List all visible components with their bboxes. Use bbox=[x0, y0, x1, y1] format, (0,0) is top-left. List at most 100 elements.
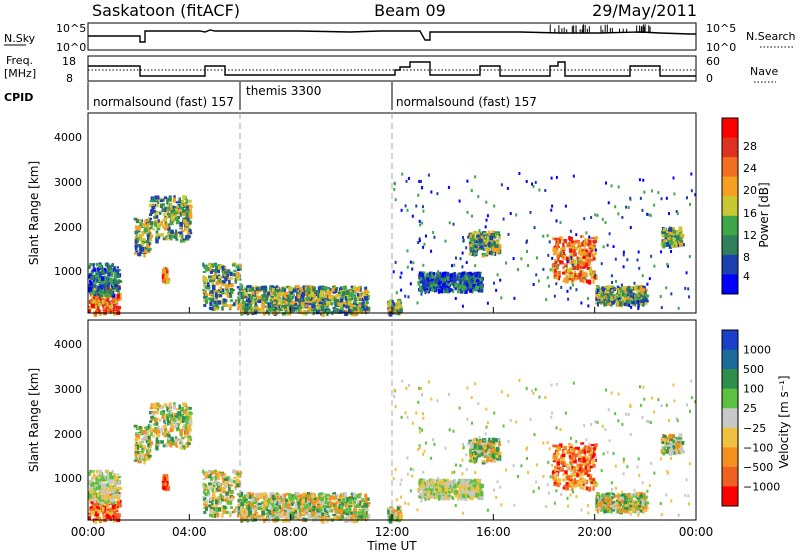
power-cell bbox=[298, 301, 302, 307]
power-cell bbox=[309, 285, 312, 288]
power-cell bbox=[452, 222, 455, 226]
velocity-cell bbox=[223, 473, 227, 476]
power-cell bbox=[213, 289, 217, 293]
power-cell bbox=[291, 300, 295, 305]
velocity-cell bbox=[245, 510, 249, 514]
velocity-cell bbox=[346, 516, 350, 522]
velocity-cell bbox=[179, 418, 182, 424]
velocity-cell bbox=[134, 437, 139, 442]
power-cell bbox=[607, 201, 610, 205]
power-cell bbox=[474, 240, 479, 244]
power-cell bbox=[644, 301, 648, 305]
velocity-cell bbox=[141, 426, 144, 430]
power-cell bbox=[285, 304, 290, 307]
power-cell bbox=[148, 204, 153, 208]
power-cell bbox=[88, 286, 93, 292]
power-cell bbox=[678, 243, 681, 248]
velocity-cell bbox=[302, 504, 305, 508]
velocity-cell bbox=[298, 516, 302, 522]
velocity-cell bbox=[207, 469, 211, 473]
velocity-cell bbox=[221, 513, 224, 518]
velocity-cell bbox=[107, 473, 110, 477]
power-cell bbox=[206, 282, 210, 288]
power-cell bbox=[157, 225, 161, 229]
power-cell bbox=[407, 295, 410, 299]
power-cell bbox=[610, 274, 613, 278]
power-cell bbox=[276, 309, 280, 315]
power-cell bbox=[474, 274, 478, 277]
power-cell bbox=[205, 268, 209, 272]
power-ytick-2000: 2000 bbox=[54, 221, 82, 234]
power-cell bbox=[157, 235, 161, 240]
velocity-cell bbox=[278, 499, 282, 504]
power-cell bbox=[422, 245, 425, 249]
power-cell bbox=[297, 304, 300, 310]
velocity-cell bbox=[100, 486, 105, 492]
velocity-cell bbox=[89, 513, 92, 519]
velocity-cell bbox=[354, 496, 358, 501]
power-cell bbox=[339, 302, 343, 308]
velocity-cell bbox=[298, 513, 303, 516]
velocity-cell bbox=[88, 512, 92, 515]
power-cell bbox=[427, 173, 430, 177]
power-cell bbox=[174, 208, 178, 212]
power-cell bbox=[254, 302, 257, 306]
velocity-cell bbox=[168, 402, 172, 407]
velocity-cell bbox=[185, 419, 189, 425]
power-cell bbox=[100, 293, 104, 298]
power-cell bbox=[356, 292, 360, 297]
velocity-cell bbox=[222, 510, 226, 514]
power-cell bbox=[635, 297, 638, 303]
power-cell bbox=[477, 284, 482, 290]
power-cell bbox=[642, 288, 645, 292]
power-cell bbox=[211, 281, 215, 285]
power-cell bbox=[214, 292, 218, 298]
power-cell bbox=[358, 302, 362, 306]
power-cell bbox=[486, 249, 491, 255]
power-cell bbox=[93, 293, 97, 297]
power-cell bbox=[475, 230, 478, 235]
power-cell bbox=[151, 197, 156, 203]
power-cell bbox=[587, 297, 590, 301]
velocity-cell bbox=[91, 510, 95, 516]
power-cell bbox=[573, 252, 577, 257]
power-cell bbox=[462, 238, 465, 242]
power-cell bbox=[88, 264, 91, 269]
velocity-cell bbox=[162, 412, 165, 416]
power-cell bbox=[392, 270, 395, 274]
power-cell bbox=[643, 291, 647, 295]
velocity-cell bbox=[97, 492, 100, 497]
velocity-cell bbox=[154, 418, 158, 423]
power-cell bbox=[188, 229, 192, 234]
power-cell bbox=[593, 275, 596, 279]
power-cell bbox=[162, 278, 167, 284]
velocity-cell bbox=[326, 513, 329, 516]
power-cell bbox=[567, 297, 570, 301]
power-cell bbox=[457, 276, 460, 280]
power-cell bbox=[439, 288, 444, 294]
power-cell bbox=[659, 295, 662, 299]
power-cell bbox=[209, 306, 214, 311]
power-cell bbox=[622, 265, 625, 269]
power-cell bbox=[603, 303, 607, 307]
power-cell bbox=[502, 217, 505, 221]
power-cell bbox=[206, 267, 210, 272]
power-cell bbox=[571, 277, 575, 283]
power-cell bbox=[482, 232, 487, 235]
power-cell bbox=[366, 294, 370, 299]
power-cell bbox=[548, 240, 551, 244]
power-cell bbox=[600, 297, 603, 302]
power-cell bbox=[216, 305, 220, 309]
power-cell bbox=[237, 299, 241, 304]
velocity-cell bbox=[151, 412, 156, 417]
power-cell bbox=[439, 286, 444, 289]
power-cell bbox=[669, 234, 673, 238]
freq-tick-bottom: 8 bbox=[66, 72, 73, 85]
power-cell bbox=[361, 308, 366, 311]
velocity-cell bbox=[237, 474, 241, 478]
velocity-cell bbox=[153, 427, 158, 430]
power-cell bbox=[442, 288, 446, 293]
power-cell bbox=[99, 285, 104, 290]
power-cell bbox=[422, 288, 425, 292]
